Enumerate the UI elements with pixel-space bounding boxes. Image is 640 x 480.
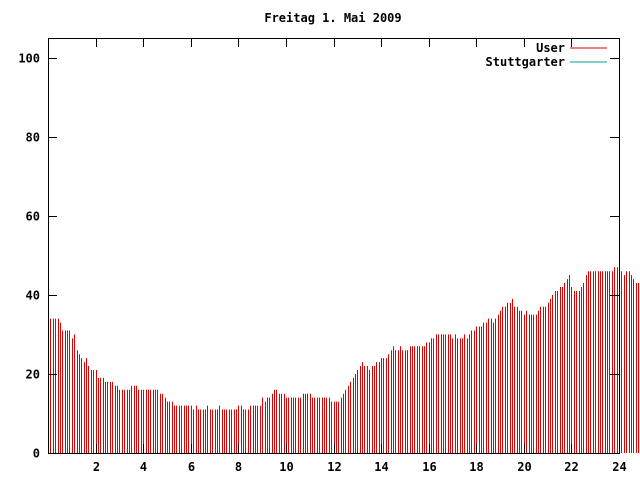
x-tick-label: 24 bbox=[612, 460, 626, 474]
y-tick-label: 100 bbox=[18, 52, 40, 66]
x-tick-label: 18 bbox=[469, 460, 483, 474]
data-bars bbox=[48, 267, 639, 453]
x-tick-label: 6 bbox=[188, 460, 195, 474]
x-tick-label: 16 bbox=[422, 460, 436, 474]
x-tick-label: 20 bbox=[517, 460, 531, 474]
x-tick-label: 4 bbox=[140, 460, 147, 474]
legend-label-user: User bbox=[536, 41, 565, 55]
y-tick-label: 60 bbox=[26, 210, 40, 224]
legend: User Stuttgarter bbox=[486, 41, 607, 69]
x-tick-label: 22 bbox=[564, 460, 578, 474]
chart-title: Freitag 1. Mai 2009 bbox=[264, 11, 401, 25]
legend-label-stuttgarter: Stuttgarter bbox=[486, 55, 565, 69]
x-tick-label: 2 bbox=[93, 460, 100, 474]
y-tick-label: 20 bbox=[26, 368, 40, 382]
x-tick-label: 10 bbox=[279, 460, 293, 474]
x-tick-label: 12 bbox=[327, 460, 341, 474]
x-tick-label: 8 bbox=[235, 460, 242, 474]
y-tick-label: 80 bbox=[26, 131, 40, 145]
y-tick-label: 0 bbox=[33, 447, 40, 461]
x-tick-label: 14 bbox=[374, 460, 388, 474]
y-tick-label: 40 bbox=[26, 289, 40, 303]
